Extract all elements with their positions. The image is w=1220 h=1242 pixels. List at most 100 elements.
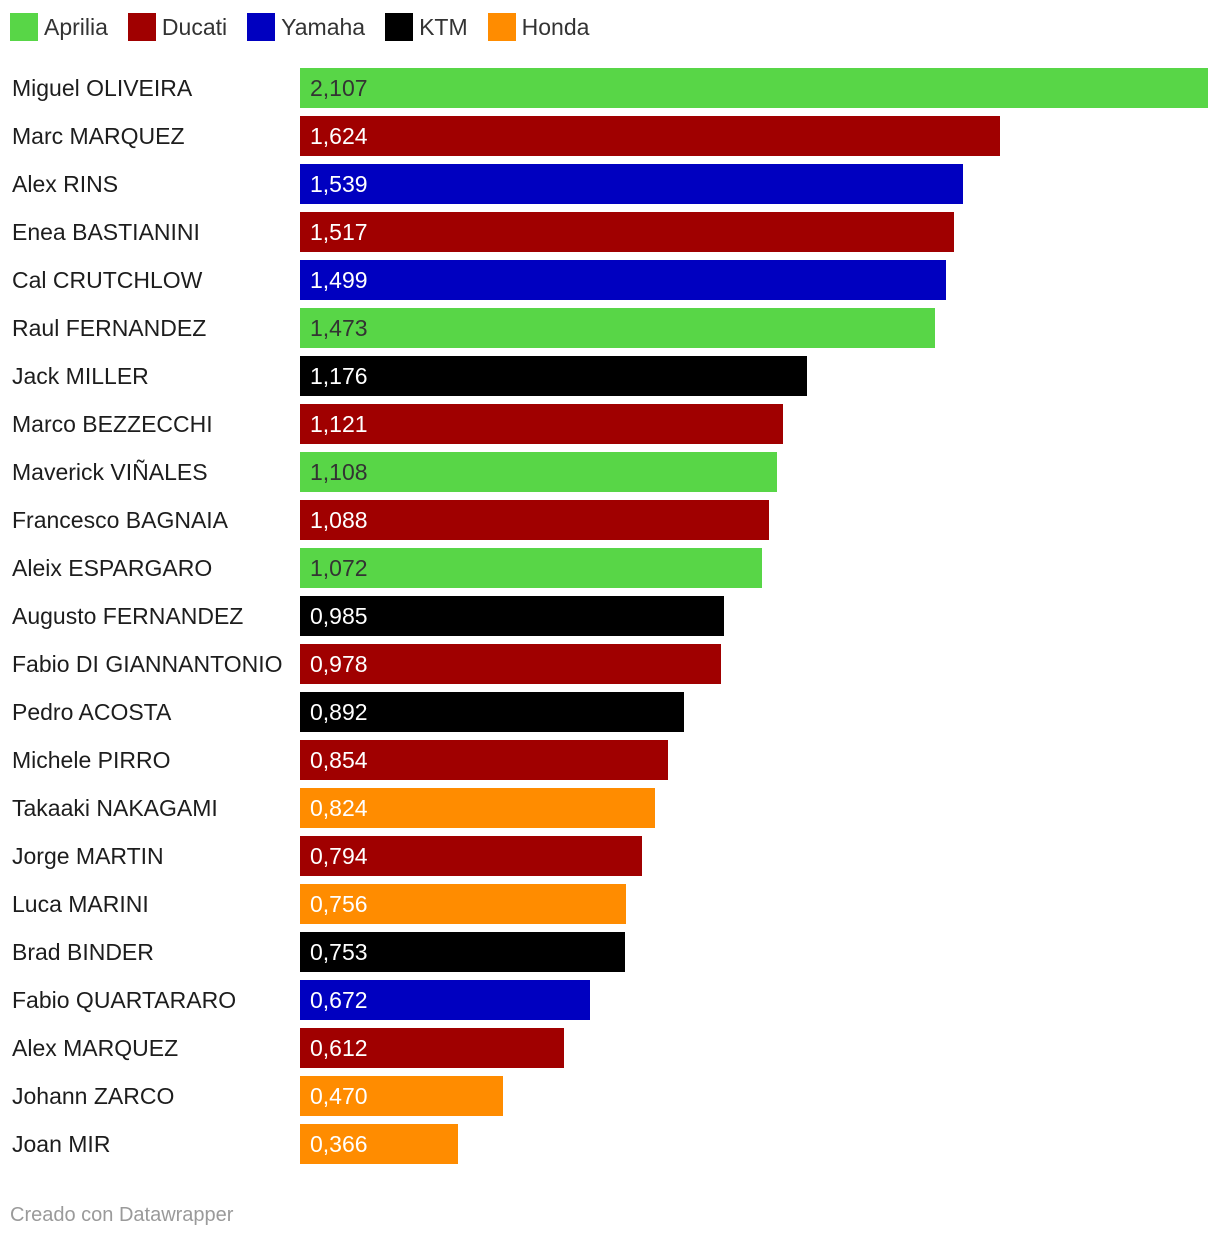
legend-swatch xyxy=(10,13,38,41)
bar xyxy=(300,692,684,732)
value-label: 1,624 xyxy=(310,123,368,149)
category-label: Augusto FERNANDEZ xyxy=(12,603,244,629)
legend-swatch xyxy=(127,13,156,41)
legend-swatch xyxy=(487,13,516,41)
value-label: 0,892 xyxy=(310,699,368,725)
legend-label: Yamaha xyxy=(281,14,366,40)
legend-label: Honda xyxy=(521,14,590,40)
legend-item: Ducati xyxy=(127,13,227,41)
value-label: 1,088 xyxy=(310,507,368,533)
value-label: 0,854 xyxy=(310,747,368,773)
bar-row: Brad BINDER 0,753 xyxy=(0,932,1220,980)
bar-row: Michele PIRRO 0,854 xyxy=(0,740,1220,788)
value-label: 0,612 xyxy=(310,1035,368,1061)
legend-item: Honda xyxy=(487,13,590,41)
legend-item: Aprilia xyxy=(10,13,108,41)
value-label: 1,517 xyxy=(310,219,368,245)
bar xyxy=(300,164,963,204)
bar xyxy=(300,308,935,348)
bar xyxy=(300,500,769,540)
category-label: Cal CRUTCHLOW xyxy=(12,267,203,293)
category-label: Pedro ACOSTA xyxy=(12,699,172,725)
bar-row: Fabio QUARTARARO 0,672 xyxy=(0,980,1220,1028)
value-label: 0,824 xyxy=(310,795,368,821)
value-label: 0,978 xyxy=(310,651,368,677)
bar-row: Augusto FERNANDEZ 0,985 xyxy=(0,596,1220,644)
bar-row: Aleix ESPARGARO 1,072 xyxy=(0,548,1220,596)
category-label: Maverick VIÑALES xyxy=(12,459,208,485)
category-label: Jorge MARTIN xyxy=(12,843,164,869)
bar-row: Johann ZARCO 0,470 xyxy=(0,1076,1220,1124)
bar xyxy=(300,116,1000,156)
category-label: Alex MARQUEZ xyxy=(12,1035,179,1061)
chart-legend: Aprilia Ducati Yamaha KTM Honda xyxy=(10,10,609,44)
bar xyxy=(300,1028,564,1068)
category-label: Luca MARINI xyxy=(12,891,149,917)
category-label: Marco BEZZECCHI xyxy=(12,411,213,437)
value-label: 2,107 xyxy=(310,75,368,101)
legend-label: Aprilia xyxy=(44,14,108,40)
bar-row: Fabio DI GIANNANTONIO 0,978 xyxy=(0,644,1220,692)
bar-row: Cal CRUTCHLOW 1,499 xyxy=(0,260,1220,308)
bar xyxy=(300,980,590,1020)
legend-label: KTM xyxy=(419,14,468,40)
bar xyxy=(300,932,625,972)
category-label: Aleix ESPARGARO xyxy=(12,555,213,581)
category-label: Brad BINDER xyxy=(12,939,154,965)
category-label: Alex RINS xyxy=(12,171,119,197)
category-label: Takaaki NAKAGAMI xyxy=(12,795,218,821)
bar xyxy=(300,644,721,684)
bar-row: Jorge MARTIN 0,794 xyxy=(0,836,1220,884)
legend-swatch xyxy=(385,13,414,41)
bar xyxy=(300,1076,503,1116)
bar xyxy=(300,836,642,876)
bar xyxy=(300,596,724,636)
value-label: 0,366 xyxy=(310,1131,368,1157)
bar-row: Alex MARQUEZ 0,612 xyxy=(0,1028,1220,1076)
bar-row: Marc MARQUEZ 1,624 xyxy=(0,116,1220,164)
category-label: Johann ZARCO xyxy=(12,1083,175,1109)
bar xyxy=(300,404,783,444)
bar xyxy=(300,884,626,924)
bar xyxy=(300,452,777,492)
category-label: Francesco BAGNAIA xyxy=(12,507,229,533)
category-label: Enea BASTIANINI xyxy=(12,219,200,245)
value-label: 1,539 xyxy=(310,171,368,197)
bar-row: Francesco BAGNAIA 1,088 xyxy=(0,500,1220,548)
category-label: Fabio DI GIANNANTONIO xyxy=(12,651,283,677)
bar xyxy=(300,260,946,300)
bar-chart: Miguel OLIVEIRA 2,107 Marc MARQUEZ 1,624 Ale… xyxy=(0,68,1220,1172)
bar-row: Takaaki NAKAGAMI 0,824 xyxy=(0,788,1220,836)
bar-row: Maverick VIÑALES 1,108 xyxy=(0,452,1220,500)
legend-swatch xyxy=(247,13,276,41)
value-label: 1,108 xyxy=(310,459,368,485)
category-label: Joan MIR xyxy=(12,1131,111,1157)
legend-item: Yamaha xyxy=(247,13,365,41)
category-label: Marc MARQUEZ xyxy=(12,123,185,149)
bar-row: Alex RINS 1,539 xyxy=(0,164,1220,212)
category-label: Raul FERNANDEZ xyxy=(12,315,207,341)
bar-row: Enea BASTIANINI 1,517 xyxy=(0,212,1220,260)
bar-row: Joan MIR 0,366 xyxy=(0,1124,1220,1172)
bar-row: Pedro ACOSTA 0,892 xyxy=(0,692,1220,740)
datawrapper-credit: Creado con Datawrapper xyxy=(10,1204,234,1226)
bar xyxy=(300,68,1208,108)
category-label: Fabio QUARTARARO xyxy=(12,987,237,1013)
category-label: Michele PIRRO xyxy=(12,747,171,773)
value-label: 1,473 xyxy=(310,315,368,341)
bar-row: Jack MILLER 1,176 xyxy=(0,356,1220,404)
value-label: 0,672 xyxy=(310,987,368,1013)
category-label: Miguel OLIVEIRA xyxy=(12,75,193,101)
bar xyxy=(300,212,954,252)
bar-row: Marco BEZZECCHI 1,121 xyxy=(0,404,1220,452)
category-label: Jack MILLER xyxy=(12,363,149,389)
bar-row: Raul FERNANDEZ 1,473 xyxy=(0,308,1220,356)
value-label: 1,499 xyxy=(310,267,368,293)
bar-row: Luca MARINI 0,756 xyxy=(0,884,1220,932)
bar-row: Miguel OLIVEIRA 2,107 xyxy=(0,68,1220,116)
bar xyxy=(300,1124,458,1164)
value-label: 1,072 xyxy=(310,555,368,581)
value-label: 0,470 xyxy=(310,1083,368,1109)
bar xyxy=(300,740,668,780)
value-label: 0,756 xyxy=(310,891,368,917)
